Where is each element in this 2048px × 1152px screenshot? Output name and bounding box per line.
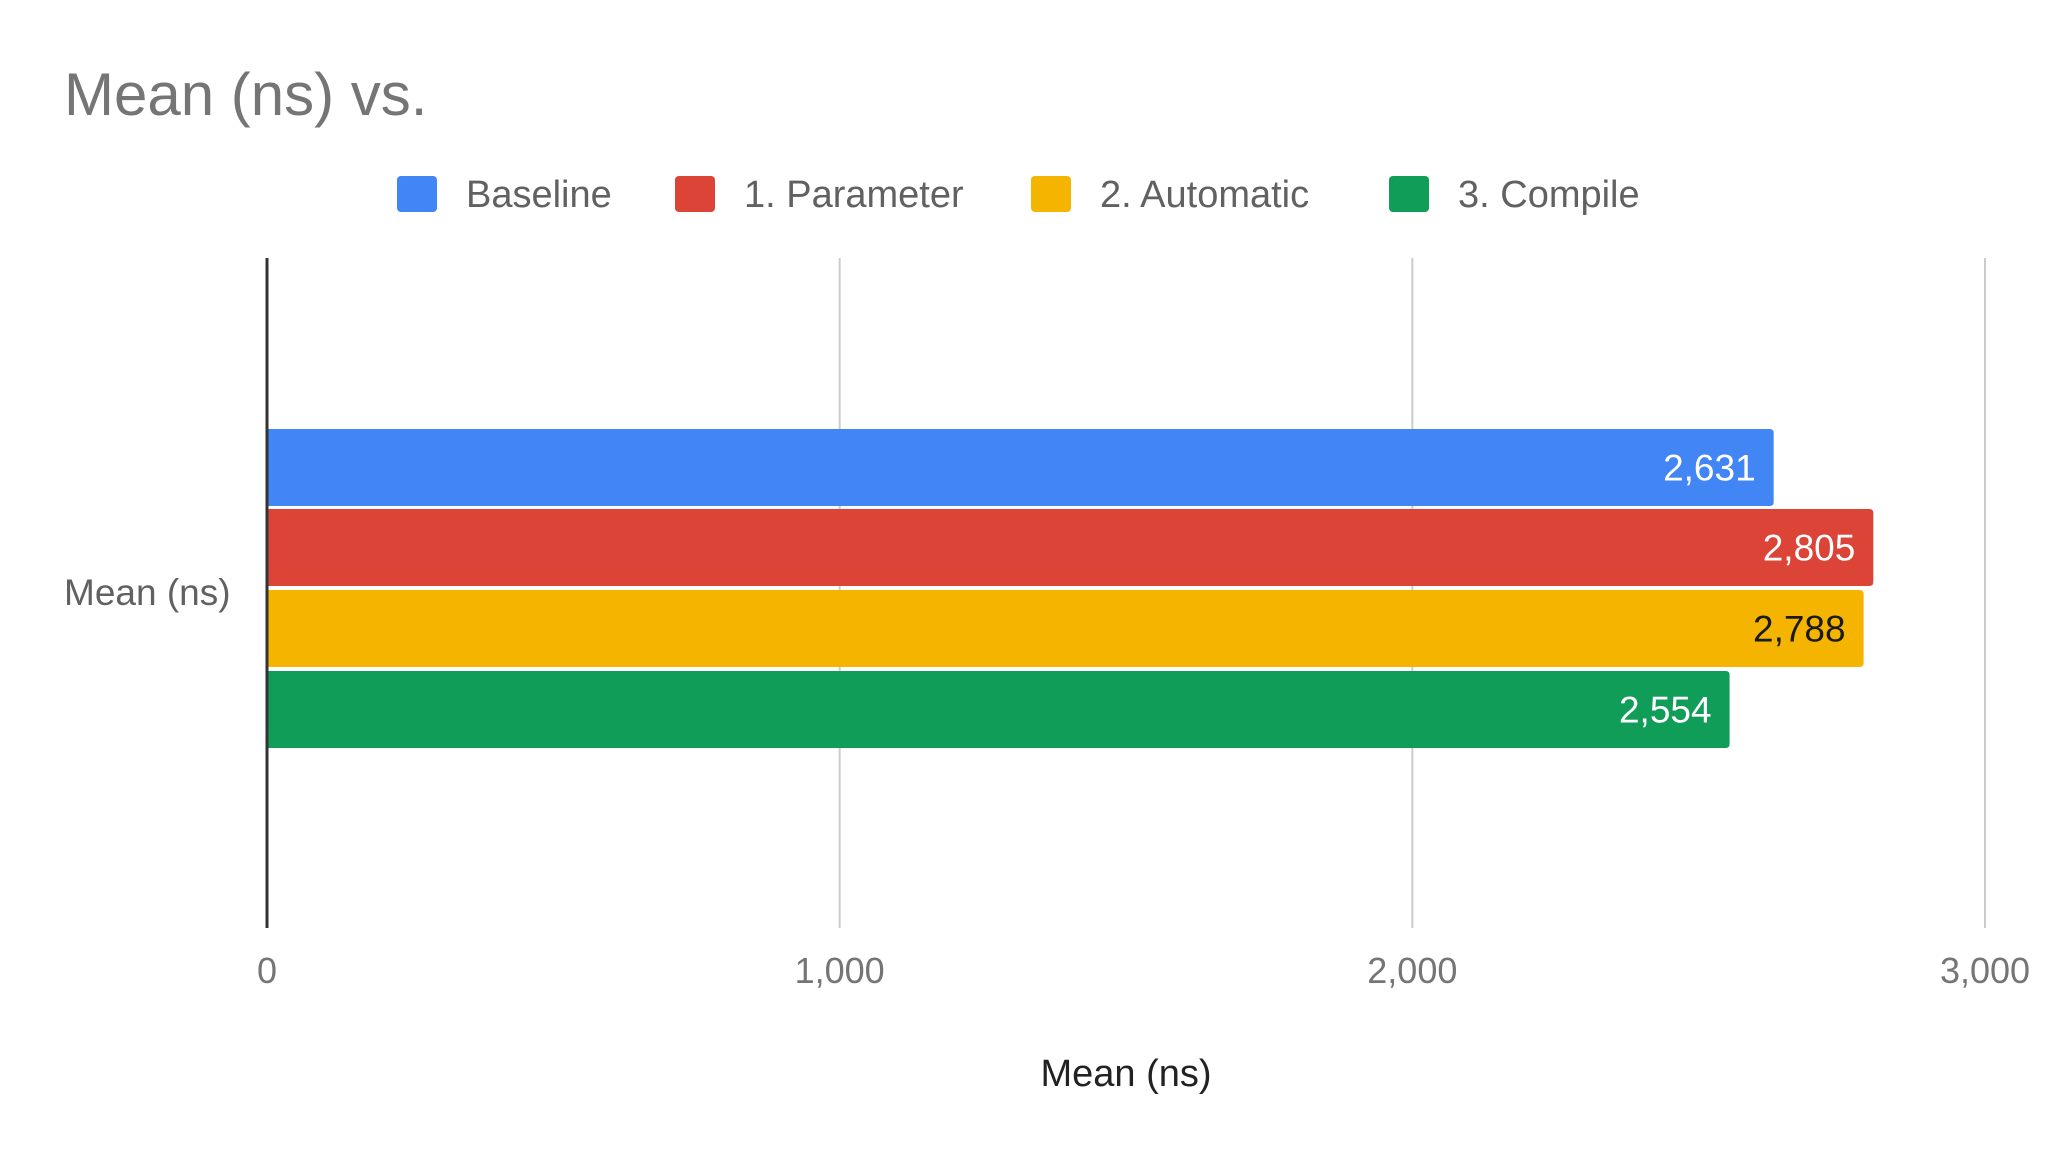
- bar-2-automatic: [267, 590, 1864, 667]
- legend-label-baseline: Baseline: [466, 174, 612, 216]
- legend-swatch-1-parameter: [675, 176, 715, 212]
- category-label: Mean (ns): [64, 572, 231, 613]
- x-tick-label-3000: 3,000: [1940, 950, 2030, 991]
- legend-swatch-2-automatic: [1031, 176, 1071, 212]
- data-label-1-parameter: 2,805: [1763, 528, 1856, 569]
- data-label-3-compile: 2,554: [1619, 690, 1712, 731]
- data-label-2-automatic: 2,788: [1753, 609, 1846, 650]
- x-tick-label-0: 0: [257, 950, 277, 991]
- x-tick-label-2000: 2,000: [1367, 950, 1457, 991]
- legend-label-1-parameter: 1. Parameter: [744, 174, 964, 216]
- legend-label-2-automatic: 2. Automatic: [1100, 174, 1309, 216]
- legend-swatch-3-compile: [1389, 176, 1429, 212]
- legend-label-3-compile: 3. Compile: [1458, 174, 1640, 216]
- bar-1-parameter: [267, 509, 1874, 586]
- chart-title: Mean (ns) vs.: [64, 61, 427, 128]
- data-label-baseline: 2,631: [1663, 448, 1756, 489]
- bar-baseline: [267, 429, 1774, 506]
- bar-3-compile: [267, 671, 1730, 748]
- legend-swatch-baseline: [397, 176, 437, 212]
- x-tick-label-1000: 1,000: [795, 950, 885, 991]
- x-axis-title: Mean (ns): [1040, 1053, 1211, 1095]
